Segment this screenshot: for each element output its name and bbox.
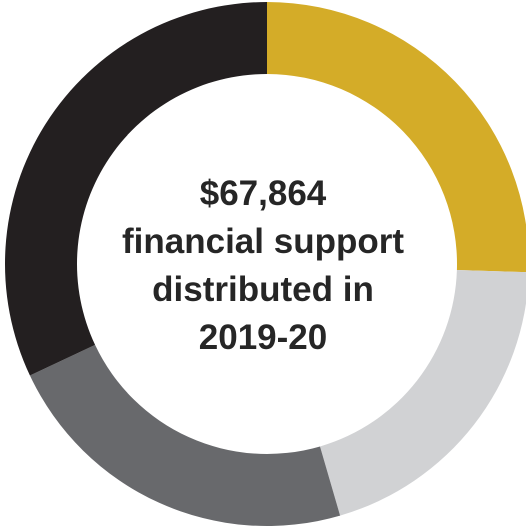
center-label: $67,864 financial support distributed in… [103, 170, 423, 362]
donut-slice-2 [320, 269, 526, 516]
donut-slice-3 [29, 344, 341, 526]
center-line-3: distributed in [152, 270, 374, 309]
center-line-4: 2019-20 [198, 318, 328, 357]
center-amount: $67,864 [199, 174, 327, 213]
donut-slice-4 [4, 2, 268, 376]
center-line-2: financial support [122, 222, 404, 261]
donut-slice-1 [267, 2, 526, 273]
